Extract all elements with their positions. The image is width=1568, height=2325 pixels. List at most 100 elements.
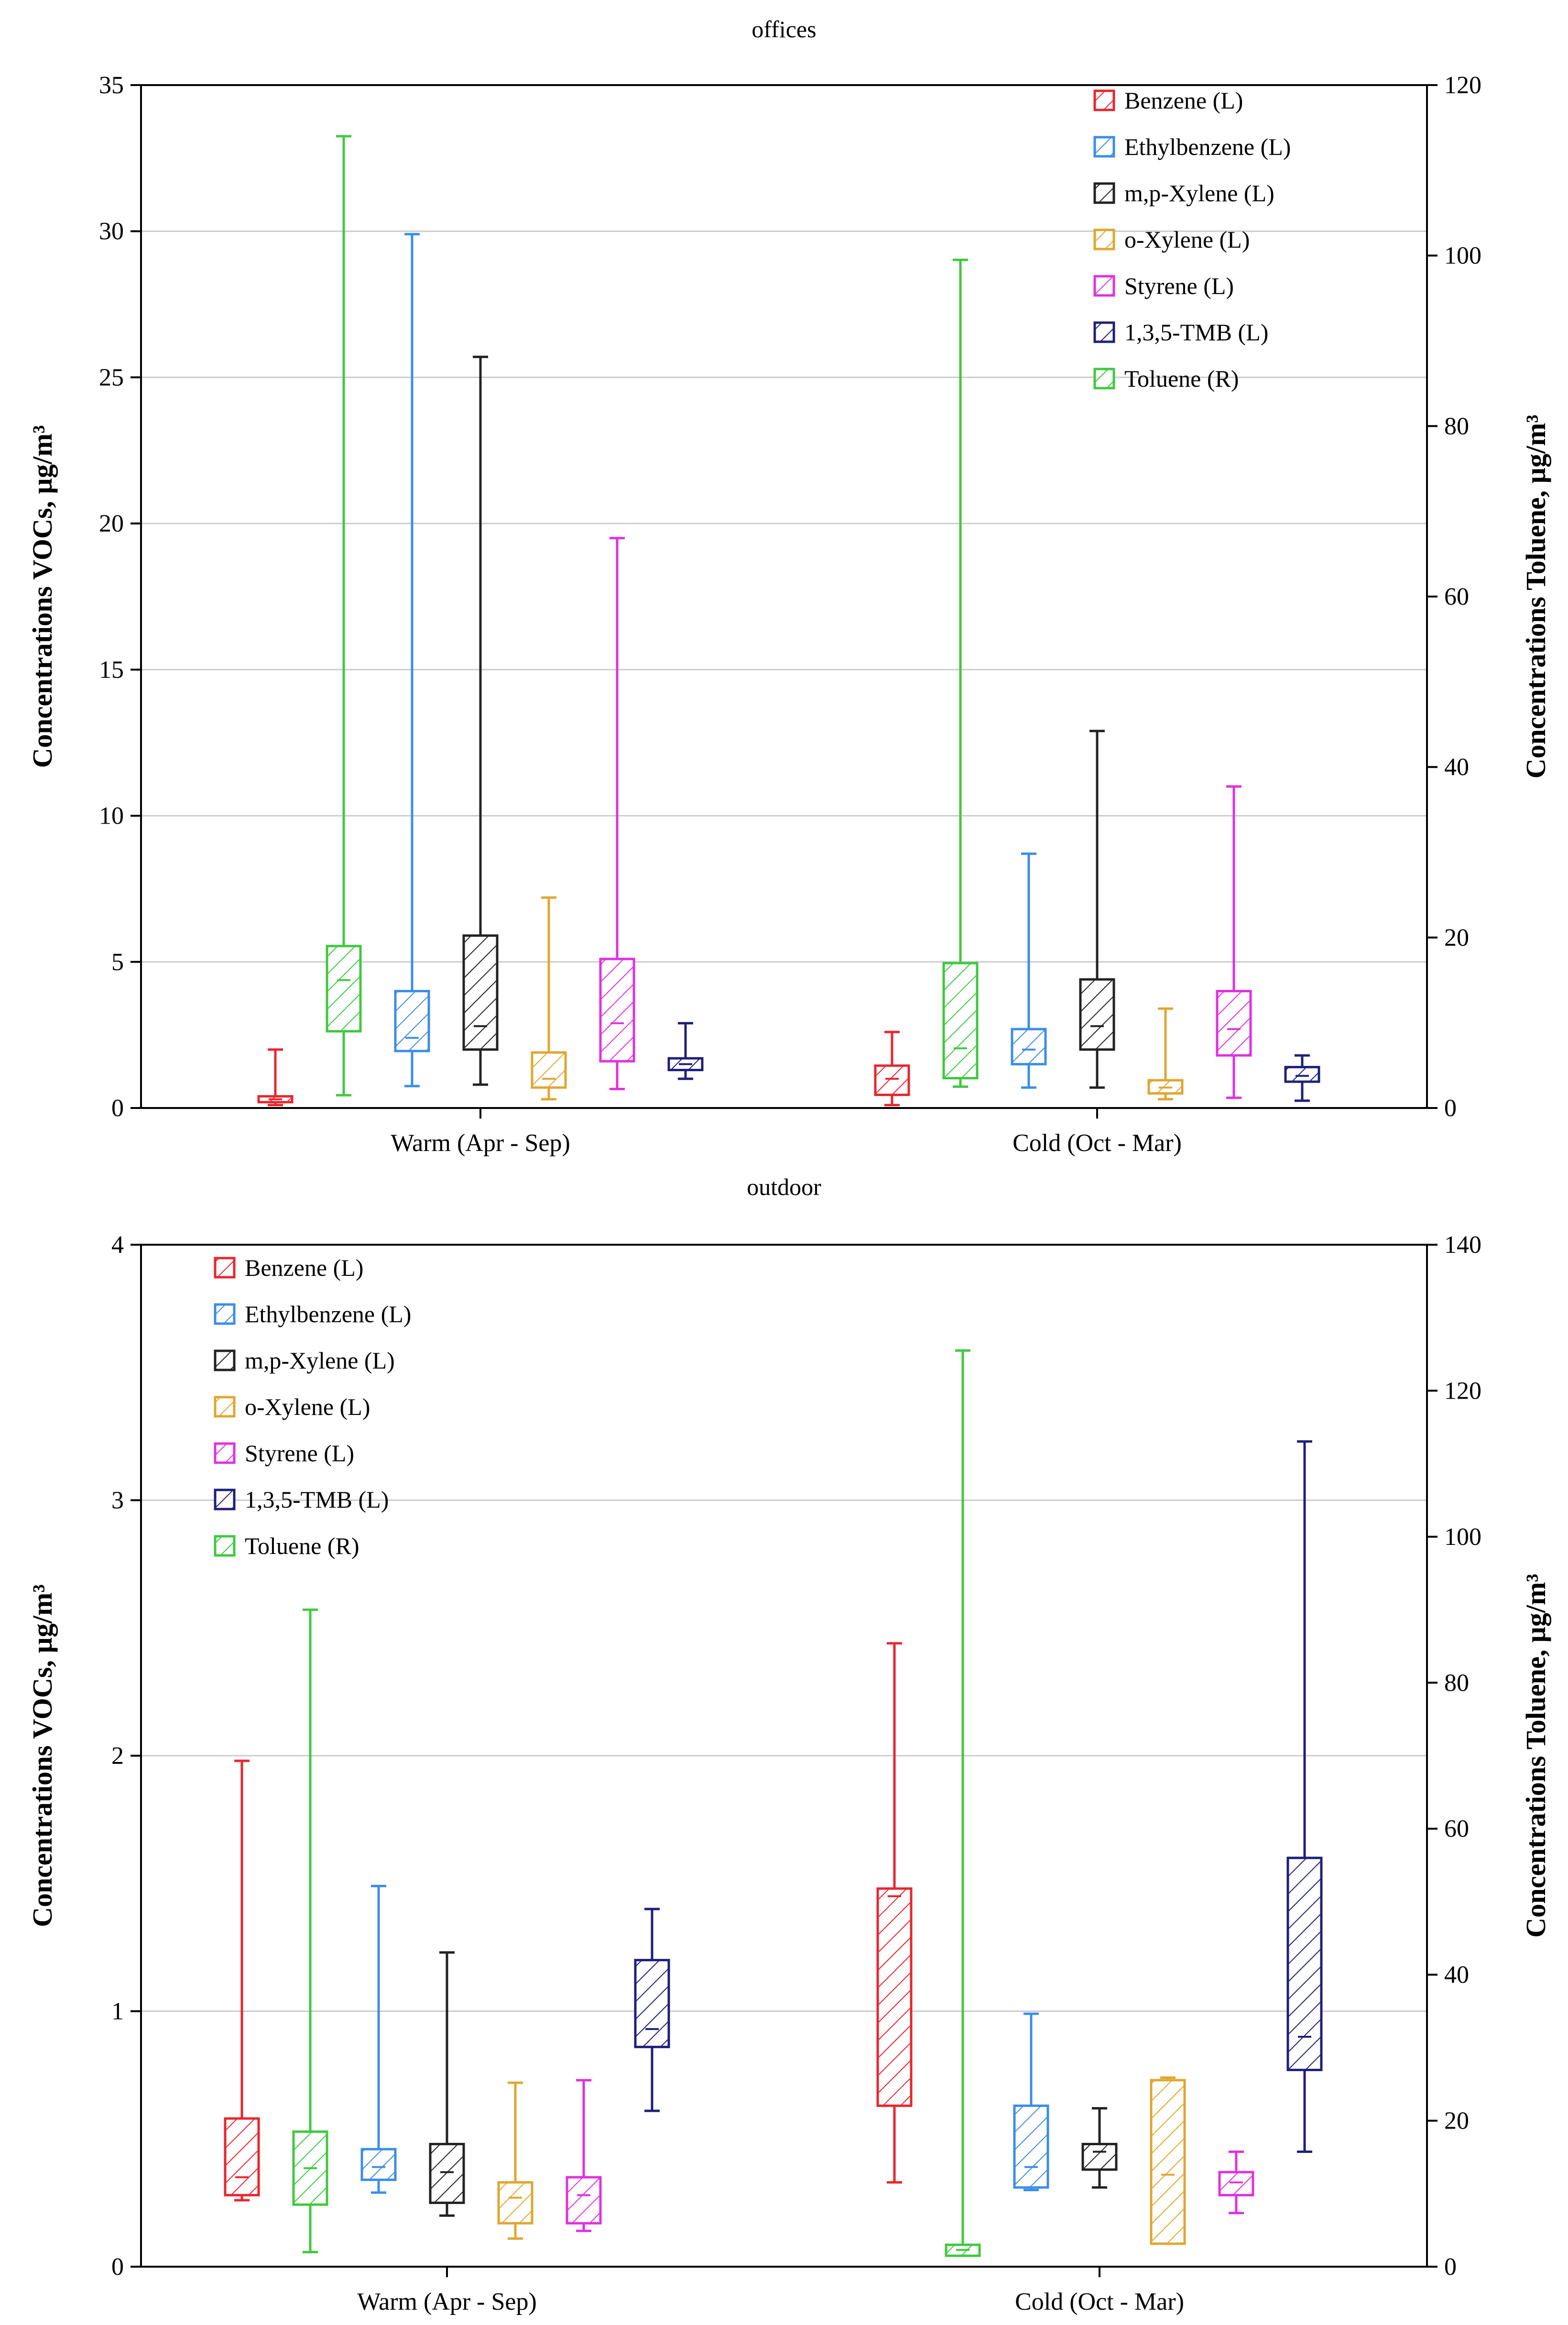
legend-item-ethylbenzene-l: Ethylbenzene (L) xyxy=(214,1301,411,1327)
y-left-tick-label: 35 xyxy=(99,72,124,99)
y-right-tick-label: 80 xyxy=(1444,1669,1469,1696)
box-ethylbenzene-l-cold-oct-mar xyxy=(1013,2012,1049,2192)
legend-label: Styrene (L) xyxy=(1124,272,1234,299)
box-o-xylene-l-cold-oct-mar xyxy=(1147,1007,1184,1101)
y-right-tick-label: 140 xyxy=(1444,1231,1481,1259)
legend-item-1-3-5-tmb-l: 1,3,5-TMB (L) xyxy=(214,1486,389,1513)
box-toluene-r-cold-oct-mar xyxy=(945,1349,981,2257)
chart-title: offices xyxy=(751,16,816,43)
box-ethylbenzene-l-cold-oct-mar xyxy=(1011,852,1047,1089)
y-right-tick-label: 20 xyxy=(1444,924,1469,951)
box-styrene-l-cold-oct-mar xyxy=(1218,2150,1254,2215)
box-iqr xyxy=(1011,1028,1047,1065)
box-toluene-r-warm-apr-sep xyxy=(292,1608,328,2253)
x-tick-label: Cold (Oct - Mar) xyxy=(1015,2288,1184,2315)
legend-item-toluene-r: Toluene (R) xyxy=(214,1532,359,1559)
box-o-xylene-l-warm-apr-sep xyxy=(531,896,567,1101)
legend-label: Toluene (R) xyxy=(245,1532,359,1559)
legend-item-1-3-5-tmb-l: 1,3,5-TMB (L) xyxy=(1093,319,1268,346)
box-iqr xyxy=(394,989,430,1053)
box-iqr xyxy=(360,2148,397,2181)
y-left-tick-label: 10 xyxy=(99,803,124,830)
y-left-tick-label: 4 xyxy=(111,1231,124,1259)
box-iqr xyxy=(224,2117,260,2196)
y-left-tick-label: 2 xyxy=(111,1742,124,1770)
box-iqr xyxy=(1079,978,1115,1051)
y-right-tick-label: 0 xyxy=(1444,2253,1457,2281)
legend-swatch xyxy=(214,1303,236,1325)
legend-item-styrene-l: Styrene (L) xyxy=(214,1440,354,1467)
legend-label: Benzene (L) xyxy=(1124,87,1243,114)
legend-swatch xyxy=(1093,89,1115,111)
box-styrene-l-warm-apr-sep xyxy=(566,2079,602,2232)
box-m-p-xylene-l-warm-apr-sep xyxy=(429,1951,465,2217)
y-left-tick-label: 25 xyxy=(99,364,124,391)
legend-item-o-xylene-l: o-Xylene (L) xyxy=(214,1393,370,1420)
box-iqr xyxy=(566,2176,602,2225)
legend-swatch xyxy=(214,1442,236,1464)
legend-swatch xyxy=(1093,136,1115,158)
box-iqr xyxy=(634,1959,670,2048)
legend-label: Benzene (L) xyxy=(245,1254,363,1281)
box-m-p-xylene-l-warm-apr-sep xyxy=(462,356,499,1086)
box-iqr xyxy=(599,957,635,1063)
legend-swatch xyxy=(1093,321,1115,343)
box-iqr xyxy=(1286,1857,1323,2071)
legend-swatch xyxy=(1093,275,1115,297)
legend-item-benzene-l: Benzene (L) xyxy=(214,1254,363,1281)
y-right-tick-label: 20 xyxy=(1444,2108,1469,2135)
legend-label: Ethylbenzene (L) xyxy=(245,1301,411,1327)
y-left-tick-label: 3 xyxy=(111,1487,124,1514)
box-iqr xyxy=(429,2142,465,2204)
x-tick-label: Cold (Oct - Mar) xyxy=(1013,1130,1182,1157)
box-toluene-r-warm-apr-sep xyxy=(326,135,362,1097)
box-iqr xyxy=(1218,2171,1254,2196)
legend-item-toluene-r: Toluene (R) xyxy=(1093,365,1239,392)
box-o-xylene-l-cold-oct-mar xyxy=(1150,2076,1186,2245)
legend-swatch xyxy=(1093,182,1115,204)
y-left-axis-title: Concentrations VOCs, µg/m³ xyxy=(27,1584,58,1927)
box-iqr xyxy=(874,1064,910,1096)
legend-item-o-xylene-l: o-Xylene (L) xyxy=(1093,226,1250,253)
legend-swatch xyxy=(214,1488,236,1510)
y-right-axis-title: Concentrations Toluene, µg/m³ xyxy=(1520,414,1551,778)
y-right-tick-label: 80 xyxy=(1444,413,1469,440)
legend-swatch xyxy=(214,1349,236,1371)
y-right-tick-label: 120 xyxy=(1444,1377,1481,1404)
box-iqr xyxy=(876,1887,913,2107)
box-ethylbenzene-l-warm-apr-sep xyxy=(394,233,430,1087)
y-right-tick-label: 40 xyxy=(1444,1961,1469,1988)
legend-item-ethylbenzene-l: Ethylbenzene (L) xyxy=(1093,133,1291,160)
legend-label: m,p-Xylene (L) xyxy=(245,1347,395,1374)
box-iqr xyxy=(1013,2104,1049,2189)
box-iqr xyxy=(1216,989,1252,1057)
y-left-tick-label: 15 xyxy=(99,656,124,684)
legend-swatch xyxy=(214,1396,236,1418)
legend-label: Styrene (L) xyxy=(245,1440,354,1467)
y-right-tick-label: 60 xyxy=(1444,1815,1469,1843)
box-iqr xyxy=(497,2181,534,2225)
legend-swatch xyxy=(214,1535,236,1557)
box-iqr xyxy=(1150,2079,1186,2245)
y-right-tick-label: 100 xyxy=(1444,1523,1481,1551)
x-tick-label: Warm (Apr - Sep) xyxy=(391,1130,570,1157)
box-iqr xyxy=(326,945,362,1032)
box-iqr xyxy=(531,1051,567,1089)
y-right-tick-label: 100 xyxy=(1444,242,1481,270)
box-benzene-l-cold-oct-mar xyxy=(876,1642,913,2184)
legend-item-styrene-l: Styrene (L) xyxy=(1093,272,1234,299)
chart-title: outdoor xyxy=(747,1173,821,1200)
y-left-tick-label: 20 xyxy=(99,510,124,537)
box-1-3-5-tmb-l-cold-oct-mar xyxy=(1284,1054,1320,1102)
box-1-3-5-tmb-l-warm-apr-sep xyxy=(667,1022,704,1080)
y-right-tick-label: 0 xyxy=(1444,1095,1457,1122)
box-benzene-l-warm-apr-sep xyxy=(224,1760,260,2202)
legend-item-m-p-xylene-l: m,p-Xylene (L) xyxy=(1093,180,1274,206)
y-left-tick-label: 0 xyxy=(111,2253,124,2281)
box-benzene-l-warm-apr-sep xyxy=(257,1048,294,1107)
legend: Benzene (L) Ethylbenzene (L) m,p-Xylene (L… xyxy=(214,1254,411,1559)
legend-label: m,p-Xylene (L) xyxy=(1124,180,1274,206)
box-m-p-xylene-l-cold-oct-mar xyxy=(1079,729,1115,1089)
legend-item-m-p-xylene-l: m,p-Xylene (L) xyxy=(214,1347,395,1374)
